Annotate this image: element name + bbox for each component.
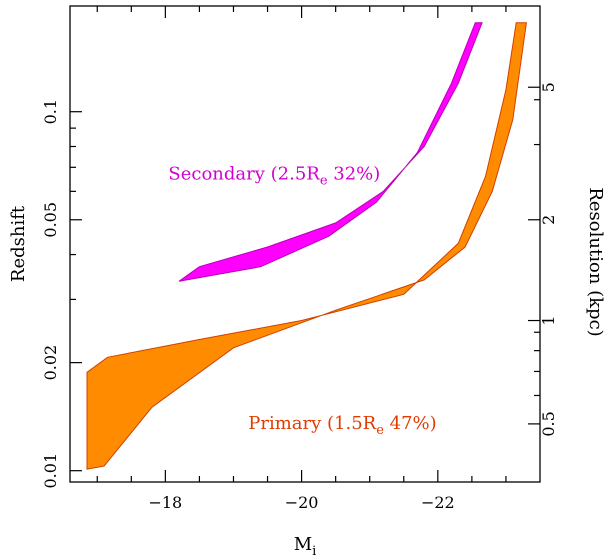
y-tick-label: 0.02	[41, 345, 60, 381]
x-tick-label: −22	[421, 493, 455, 512]
y-tick-label: 0.01	[41, 453, 60, 489]
y2-tick-label: 1	[539, 315, 558, 325]
y2-tick-label: 0.5	[539, 411, 558, 436]
band-primary	[86, 22, 527, 470]
ticks: −18 −20 −22 0.01 0.02 0.05 0.1 0.5 1 2 5	[41, 6, 558, 512]
primary-label: Primary (1.5Re 47%)	[248, 413, 436, 438]
x-axis-title: Mi	[294, 534, 317, 559]
y-axis-title: Redshift	[8, 205, 29, 282]
y2-axis-title: Resolution (kpc)	[585, 187, 606, 336]
plot-frame	[69, 5, 541, 483]
secondary-label: Secondary (2.5Re 32%)	[168, 163, 380, 188]
band-secondary	[178, 22, 483, 282]
y2-tick-label: 5	[539, 82, 558, 92]
x-tick-label: −18	[148, 493, 182, 512]
y-tick-label: 0.1	[41, 99, 60, 124]
x-tick-label: −20	[285, 493, 319, 512]
y2-tick-label: 2	[539, 215, 558, 225]
labels: Secondary (2.5Re 32%) Primary (1.5Re 47%)…	[8, 163, 606, 559]
bands	[86, 22, 527, 470]
y-tick-label: 0.05	[41, 202, 60, 238]
